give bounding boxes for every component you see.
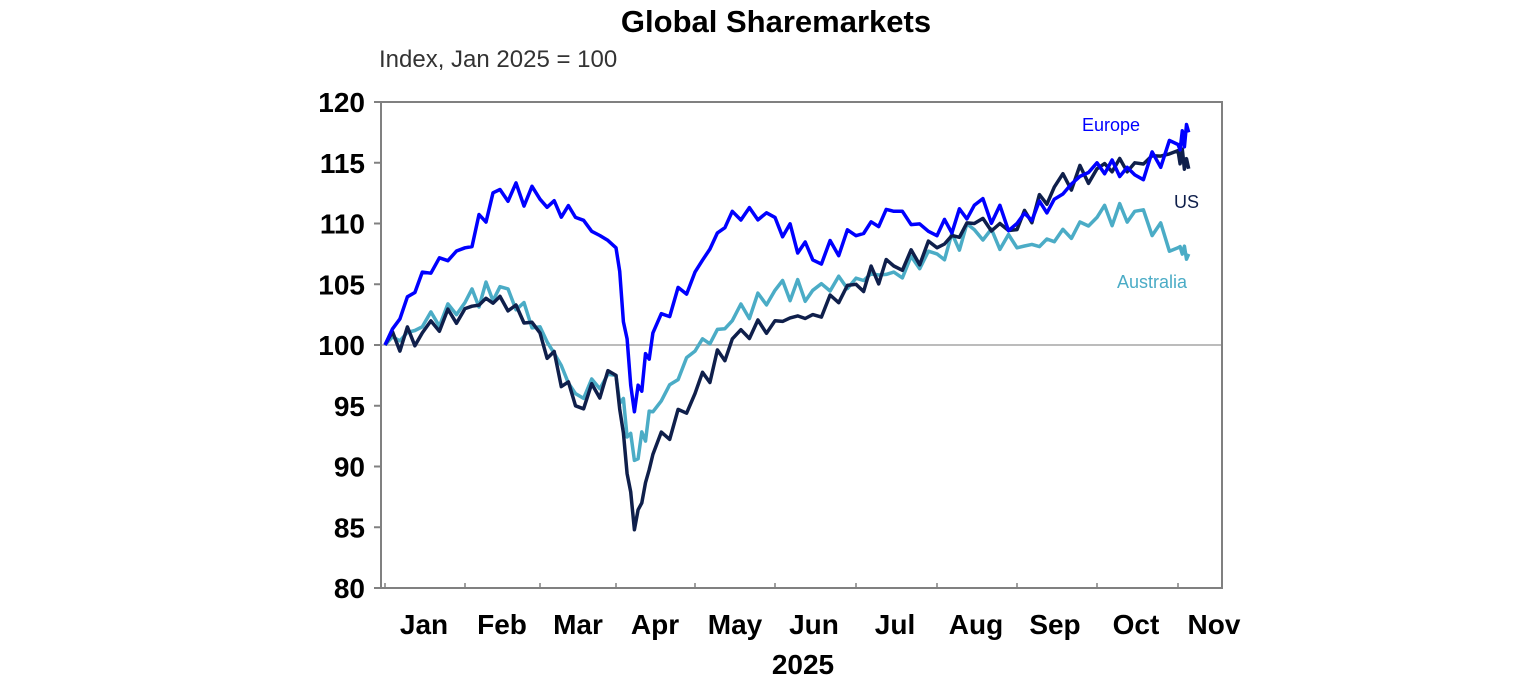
x-tick-label: Jan: [400, 609, 448, 640]
series-line-europe: [383, 122, 1191, 414]
y-tick-label: 95: [334, 391, 365, 422]
x-axis: Jan Feb Mar Apr May Jun Jul Aug Sep Oct Nov: [384, 583, 1241, 640]
x-tick-label: May: [708, 609, 763, 640]
label-us: US: [1174, 192, 1199, 212]
y-axis: 80 85 90 95 100 105 110 115 120: [318, 87, 381, 604]
x-tick-label: Jul: [875, 609, 915, 640]
chart-title: Global Sharemarkets: [620, 4, 932, 39]
label-australia: Australia: [1117, 272, 1188, 292]
y-tick-label: 90: [334, 452, 365, 483]
x-tick-label: Mar: [553, 609, 603, 640]
chart-subtitle: Index, Jan 2025 = 100: [379, 46, 618, 73]
y-tick-label: 85: [334, 512, 365, 543]
label-europe: Europe: [1082, 115, 1140, 135]
series-lines: [383, 122, 1191, 532]
x-axis-title: 2025: [772, 649, 834, 680]
series-line-us: [383, 147, 1191, 532]
plot-frame: [380, 101, 1223, 589]
series-line-australia: [383, 201, 1191, 463]
x-tick-label: Jun: [789, 609, 839, 640]
x-tick-label: Apr: [631, 609, 679, 640]
x-tick-label: Nov: [1188, 609, 1241, 640]
y-tick-label: 115: [320, 148, 365, 179]
x-tick-label: Feb: [477, 609, 527, 640]
x-tick-label: Sep: [1029, 609, 1080, 640]
y-tick-label: 80: [334, 573, 365, 604]
y-tick-label: 120: [318, 87, 365, 118]
y-tick-label: 110: [320, 209, 365, 240]
y-tick-label: 105: [318, 269, 365, 300]
x-tick-label: Oct: [1113, 609, 1160, 640]
x-tick-label: Aug: [949, 609, 1003, 640]
y-tick-label: 100: [318, 330, 365, 361]
